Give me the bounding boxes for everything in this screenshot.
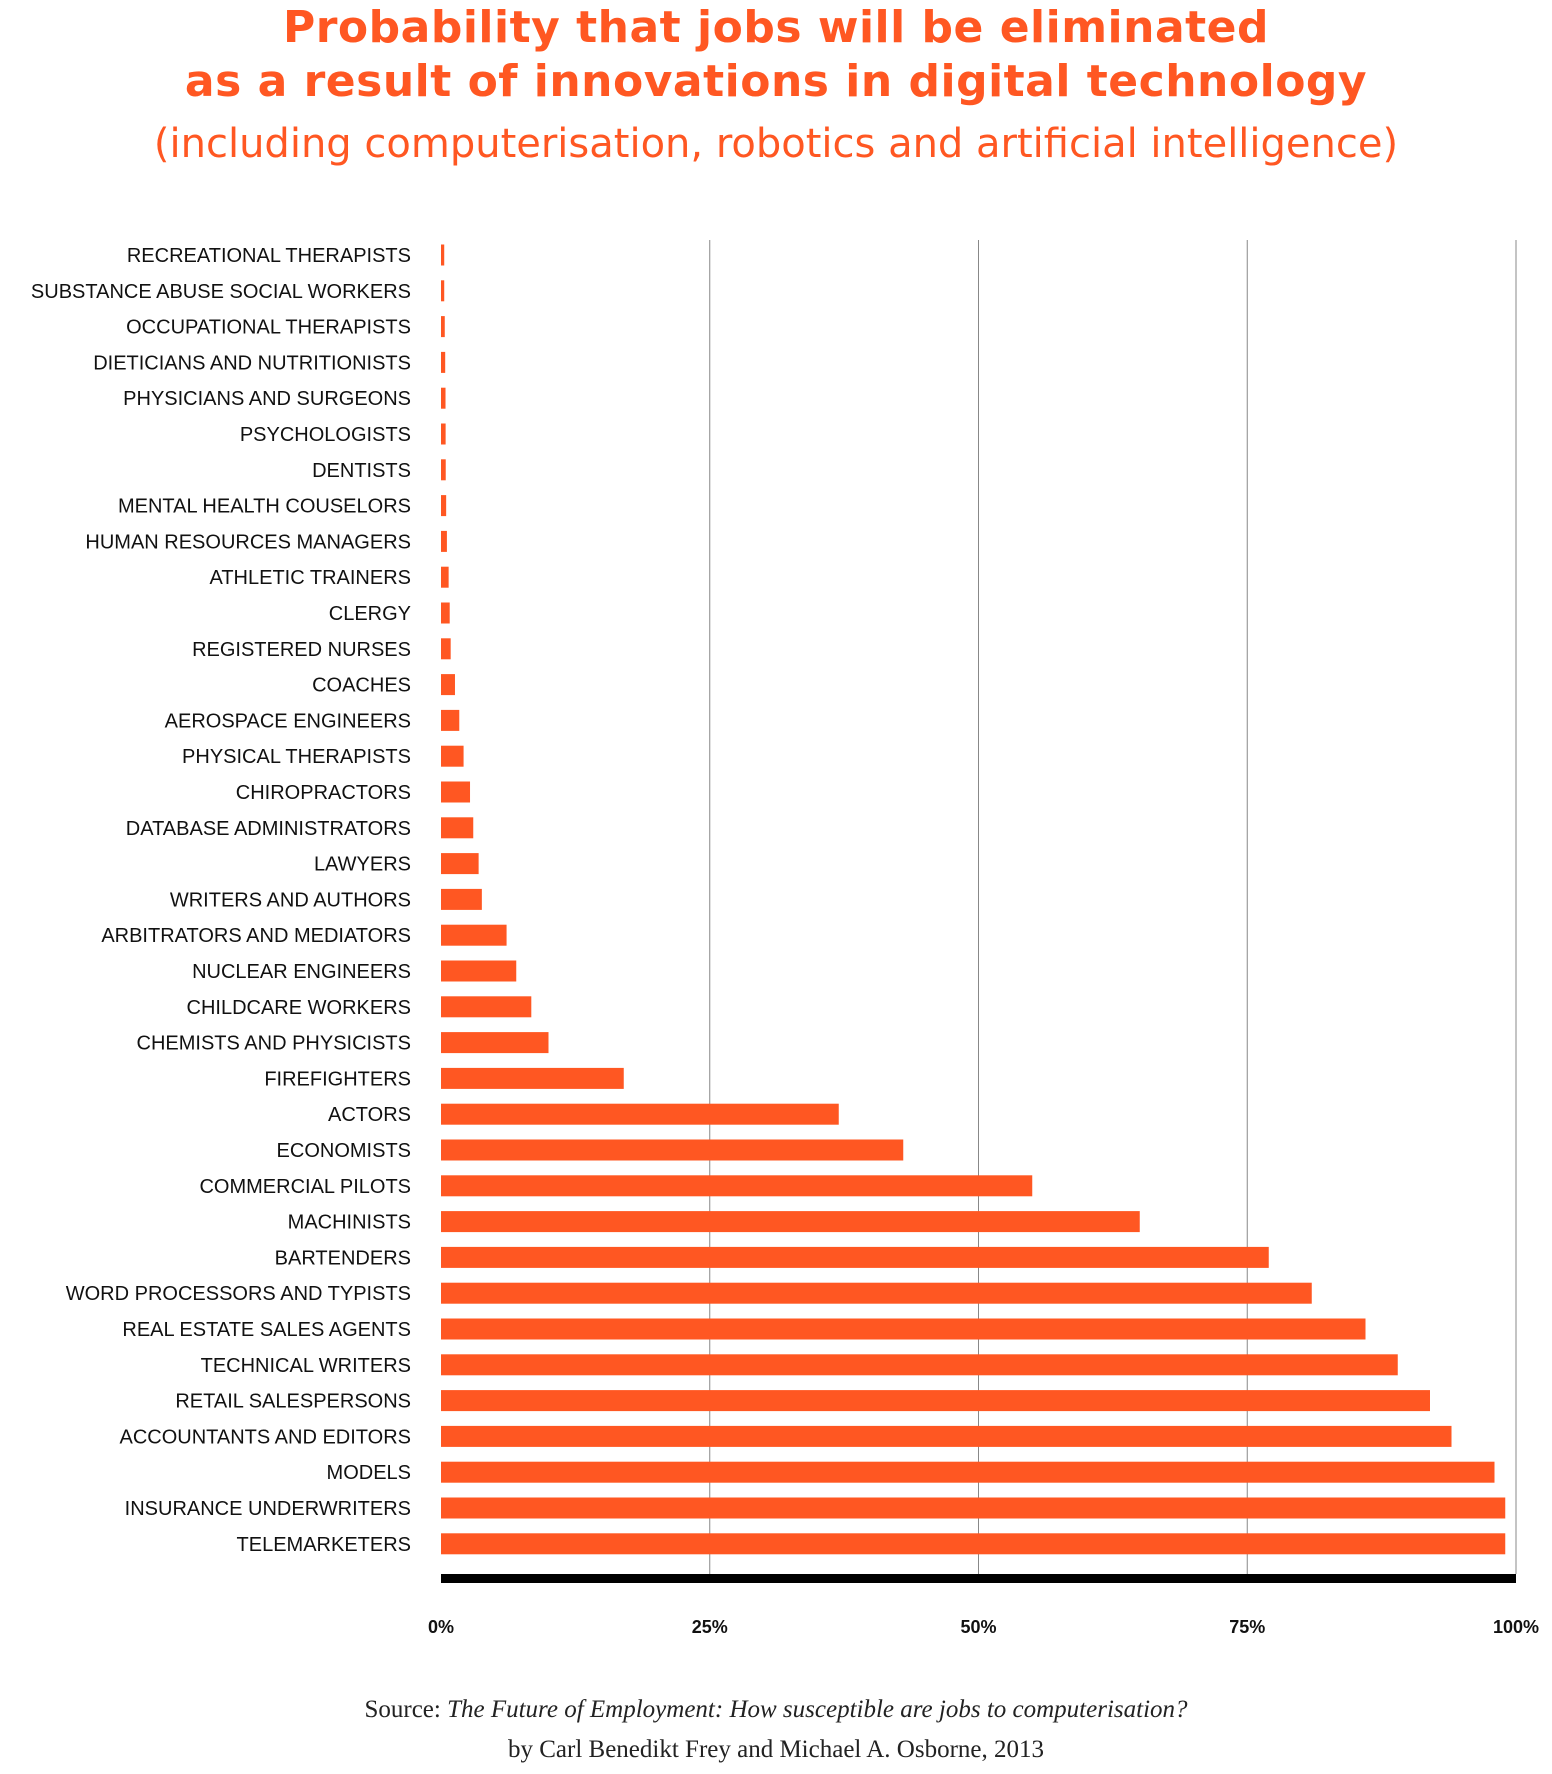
x-axis: 0% 25% 50% 75% 100% [428,1574,1539,1637]
category-label-4: PHYSICIANS AND SURGEONS [123,388,411,410]
category-label-27: MACHINISTS [288,1212,411,1234]
category-label-25: ECONOMISTS [277,1140,411,1162]
category-label-31: TECHNICAL WRITERS [201,1355,411,1377]
bar-31 [441,1354,1398,1376]
category-label-33: ACCOUNTANTS AND EDITORS [119,1426,411,1448]
x-tick-label-1: 25% [692,1617,728,1637]
category-label-20: NUCLEAR ENGINEERS [192,961,411,983]
category-label-15: CHIROPRACTORS [236,782,411,804]
bar-13 [441,709,460,731]
bar-21 [441,996,532,1018]
bar-11 [441,638,451,660]
bar-1 [441,280,445,302]
category-label-23: FIREFIGHTERS [264,1068,411,1090]
bar-36 [441,1533,1506,1555]
category-label-3: DIETICIANS AND NUTRITIONISTS [93,352,411,374]
bar-10 [441,602,450,624]
bars [441,244,1506,1555]
chart-title-line-1: Probability that jobs will be eliminated [282,2,1270,53]
gridlines [709,240,1517,1574]
category-label-17: LAWYERS [314,854,411,876]
bar-6 [441,459,446,481]
bar-25 [441,1139,904,1161]
x-tick-label-4: 100% [1493,1617,1539,1637]
chart-subtitle: (including computerisation, robotics and… [153,121,1399,167]
source-note: Source: The Future of Employment: How su… [0,1690,1552,1770]
category-label-26: COMMERCIAL PILOTS [199,1176,411,1198]
bar-24 [441,1103,839,1125]
bar-9 [441,566,449,588]
bar-26 [441,1175,1033,1197]
chart-header: Probability that jobs will be eliminated… [0,0,1552,173]
bar-12 [441,674,455,696]
x-axis-line [441,1574,1516,1583]
bar-15 [441,781,471,803]
bar-4 [441,387,446,409]
bar-5 [441,423,446,445]
category-label-0: RECREATIONAL THERAPISTS [127,245,411,267]
chart-title-line-2: as a result of innovations in digital te… [184,56,1368,107]
bar-23 [441,1067,624,1089]
x-tick-label-2: 50% [960,1617,996,1637]
source-line: Source: The Future of Employment: How su… [0,1690,1552,1730]
bar-33 [441,1425,1452,1447]
x-tick-label-0: 0% [428,1617,454,1637]
category-label-35: INSURANCE UNDERWRITERS [125,1498,411,1520]
bar-16 [441,817,474,839]
bar-32 [441,1390,1430,1412]
category-label-28: BARTENDERS [275,1247,411,1269]
bar-28 [441,1246,1269,1268]
category-label-5: PSYCHOLOGISTS [240,424,411,446]
source-title: The Future of Employment: How susceptibl… [447,1696,1188,1723]
bar-0 [441,244,445,266]
bar-3 [441,351,446,373]
category-label-19: ARBITRATORS AND MEDIATORS [101,925,411,947]
category-label-34: MODELS [327,1462,411,1484]
bar-14 [441,745,464,767]
category-label-29: WORD PROCESSORS AND TYPISTS [66,1283,411,1305]
category-label-32: RETAIL SALESPERSONS [175,1391,411,1413]
category-label-21: CHILDCARE WORKERS [187,997,411,1019]
category-label-1: SUBSTANCE ABUSE SOCIAL WORKERS [31,281,411,303]
category-label-36: TELEMARKETERS [237,1534,411,1556]
category-label-9: ATHLETIC TRAINERS [209,567,411,589]
bar-30 [441,1318,1366,1340]
bar-20 [441,960,517,982]
source-byline: by Carl Benedikt Frey and Michael A. Osb… [507,1736,1044,1763]
category-label-24: ACTORS [328,1104,411,1126]
category-label-8: HUMAN RESOURCES MANAGERS [85,531,411,553]
category-label-13: AEROSPACE ENGINEERS [165,710,411,732]
category-label-14: PHYSICAL THERAPISTS [182,746,411,768]
x-tick-label-3: 75% [1229,1617,1265,1637]
bar-chart: RECREATIONAL THERAPISTS SUBSTANCE ABUSE S… [31,240,1539,1637]
category-label-22: CHEMISTS AND PHYSICISTS [137,1033,412,1055]
bar-29 [441,1282,1312,1304]
bar-22 [441,1032,549,1054]
category-label-2: OCCUPATIONAL THERAPISTS [126,317,411,339]
category-label-6: DENTISTS [312,460,411,482]
category-label-7: MENTAL HEALTH COUSELORS [118,496,411,518]
category-labels: RECREATIONAL THERAPISTS SUBSTANCE ABUSE S… [31,245,411,1556]
category-label-10: CLERGY [329,603,411,625]
category-label-11: REGISTERED NURSES [192,639,411,661]
bar-18 [441,888,482,910]
bar-19 [441,924,507,946]
bar-35 [441,1497,1506,1519]
category-label-12: COACHES [312,675,411,697]
source-prefix: Source: [364,1696,448,1723]
category-label-30: REAL ESTATE SALES AGENTS [122,1319,411,1341]
bar-27 [441,1211,1140,1233]
category-label-18: WRITERS AND AUTHORS [170,889,411,911]
bar-2 [441,316,445,338]
bar-7 [441,495,447,517]
bar-8 [441,530,447,552]
bar-17 [441,853,479,875]
bar-34 [441,1461,1495,1483]
category-label-16: DATABASE ADMINISTRATORS [126,818,411,840]
